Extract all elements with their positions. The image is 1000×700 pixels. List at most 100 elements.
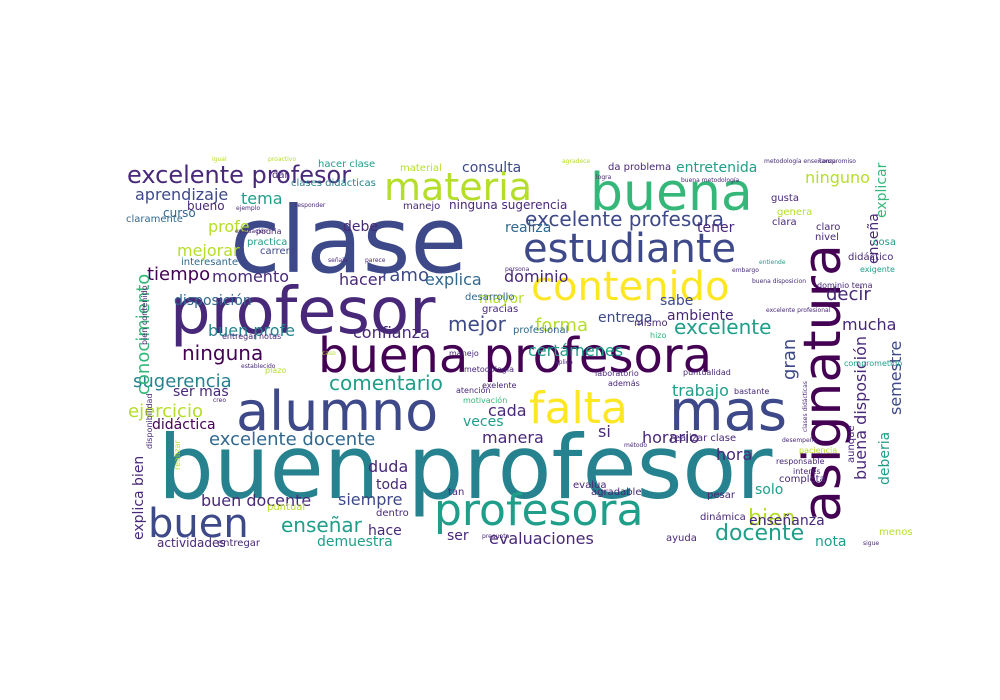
- cloud-word: mejor: [448, 312, 507, 336]
- cloud-word: disponibilidad: [145, 393, 154, 449]
- cloud-word: manejo: [403, 201, 440, 212]
- cloud-word: contenido: [531, 264, 729, 310]
- cloud-word: realiza: [505, 220, 551, 236]
- cloud-word: parece: [365, 257, 386, 264]
- cloud-word: caso: [322, 350, 336, 357]
- cloud-word: docente: [715, 521, 804, 546]
- cloud-word: duda: [368, 457, 408, 476]
- cloud-word: hizo: [650, 331, 666, 340]
- cloud-word: puntualidad: [683, 368, 731, 377]
- cloud-word: decir: [826, 284, 871, 305]
- cloud-word: embargo: [732, 267, 759, 274]
- cloud-word: excelente: [674, 315, 771, 339]
- cloud-word: material: [400, 163, 442, 174]
- cloud-word: desempeño: [782, 437, 817, 444]
- cloud-word: disposición: [174, 293, 252, 309]
- cloud-word: deberia: [877, 432, 893, 485]
- cloud-word: podria: [256, 227, 282, 236]
- cloud-word: aunque: [846, 425, 857, 463]
- cloud-word: señala: [328, 257, 348, 264]
- cloud-word: ramo: [382, 265, 429, 286]
- cloud-word: mayor: [479, 291, 524, 307]
- cloud-word: ninguna: [182, 341, 263, 365]
- cloud-word: agradable: [591, 487, 641, 498]
- cloud-word: comentario: [329, 371, 443, 395]
- cloud-word: semestre: [886, 341, 905, 415]
- cloud-word: motivación: [463, 395, 507, 405]
- cloud-word: claro: [816, 222, 840, 233]
- cloud-word: didáctico: [848, 251, 893, 263]
- cloud-word: ejercicio: [128, 401, 203, 422]
- cloud-word: excelente docente: [209, 429, 375, 450]
- cloud-word: ser mas: [173, 384, 229, 400]
- cloud-word: buen docente: [201, 491, 311, 510]
- cloud-word: pesar: [707, 490, 736, 501]
- cloud-word: ninguna sugerencia: [449, 198, 567, 212]
- cloud-word: consulta: [462, 160, 521, 176]
- cloud-word: mismo: [634, 318, 668, 329]
- cloud-word: bueno: [187, 199, 225, 213]
- cloud-word: buena disposicion: [752, 278, 806, 285]
- cloud-word: dentro: [376, 508, 409, 519]
- cloud-word: entretenida: [676, 160, 757, 176]
- cloud-word: manera: [482, 428, 544, 447]
- cloud-word: persona: [505, 266, 530, 273]
- cloud-word: laboratorio: [595, 369, 639, 378]
- cloud-word: tema: [241, 189, 283, 208]
- cloud-word: aplica: [555, 359, 573, 366]
- cloud-word: realizar clase: [670, 433, 736, 444]
- cloud-word: demuestra: [317, 534, 393, 550]
- cloud-word: clases didácticas: [291, 177, 376, 189]
- cloud-word: materia: [384, 165, 532, 209]
- cloud-word: solo: [755, 482, 783, 498]
- cloud-word: nota: [815, 534, 847, 550]
- cloud-word: alumno: [236, 380, 438, 443]
- cloud-word: siempre: [338, 490, 402, 509]
- cloud-word: enseñanza: [749, 513, 825, 529]
- cloud-word: enseñar: [281, 513, 363, 537]
- cloud-word: evaluaciones: [489, 529, 594, 548]
- cloud-word: exelente: [482, 381, 517, 390]
- cloud-word: buena disposición: [851, 336, 870, 480]
- cloud-word: profesor: [170, 275, 436, 349]
- cloud-word: desarrollo: [465, 292, 514, 303]
- cloud-word: gusta: [771, 193, 799, 204]
- cloud-word: gracias: [482, 304, 518, 315]
- cloud-word: trabajo: [672, 381, 729, 400]
- cloud-word: tener: [697, 220, 735, 236]
- cloud-word: método: [624, 442, 647, 449]
- cloud-word: curso: [163, 206, 196, 220]
- cloud-word: evaluación: [235, 228, 268, 235]
- cloud-word: enseña: [866, 213, 882, 264]
- cloud-word: buena metodología: [681, 177, 740, 184]
- cloud-word: bien: [748, 506, 796, 531]
- cloud-word: profe: [208, 217, 250, 236]
- cloud-word: dominio: [504, 267, 568, 286]
- cloud-word: horario: [642, 428, 699, 447]
- cloud-word: buen profe: [208, 321, 295, 340]
- cloud-word: mucha: [842, 315, 896, 334]
- cloud-word: clara: [772, 217, 797, 228]
- cloud-word: hora: [716, 445, 752, 464]
- cloud-word: carrera: [260, 246, 296, 257]
- cloud-word: realizar: [173, 440, 182, 470]
- cloud-word: mejorar: [177, 241, 240, 260]
- cloud-word: excelente profesor: [127, 161, 351, 189]
- cloud-word: exigente: [860, 265, 895, 274]
- cloud-word: cada: [488, 401, 527, 420]
- cloud-word: nivel: [815, 232, 839, 243]
- cloud-word: sugerencia: [133, 371, 232, 392]
- cloud-word: tan: [448, 487, 464, 498]
- cloud-word: logra: [596, 174, 612, 181]
- cloud-word: dar: [272, 170, 289, 181]
- cloud-word: puntual: [267, 502, 305, 513]
- cloud-word: explica bien: [131, 456, 147, 540]
- cloud-word: clase: [230, 187, 467, 294]
- cloud-word: hace: [368, 523, 402, 539]
- cloud-word: bastante: [734, 387, 769, 396]
- cloud-word: buena: [590, 163, 753, 223]
- cloud-word: mas: [669, 379, 787, 444]
- cloud-word: didáctica: [152, 417, 216, 433]
- cloud-word: estudiante: [523, 226, 736, 272]
